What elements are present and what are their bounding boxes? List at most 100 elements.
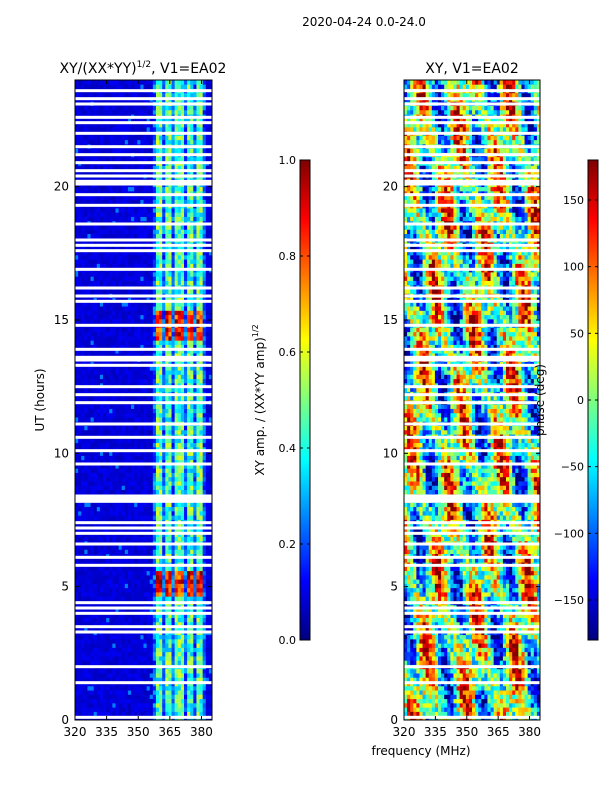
heatmap-cell [137, 502, 141, 508]
heatmap-cell [131, 643, 135, 648]
heatmap-cell [78, 459, 82, 465]
heatmap-cell [187, 596, 191, 601]
heatmap-cell [202, 711, 207, 717]
heatmap-cell [90, 370, 95, 375]
heatmap-cell [174, 254, 179, 260]
heatmap-cell [99, 272, 104, 277]
heatmap-cell [190, 621, 194, 627]
heatmap-cell [124, 395, 129, 401]
heatmap-cell [162, 660, 166, 665]
heatmap-cell [121, 365, 126, 371]
heatmap-cell [78, 574, 82, 580]
heatmap-cell [131, 468, 135, 473]
heatmap-cell [93, 459, 98, 465]
heatmap-cell [75, 365, 79, 371]
heatmap-cell [115, 626, 119, 631]
heatmap-cell [159, 707, 163, 712]
heatmap-cell [137, 327, 141, 333]
heatmap-cell [205, 523, 210, 529]
heatmap-cell [187, 545, 191, 550]
heatmap-cell [115, 378, 119, 384]
heatmap-cell [208, 651, 213, 657]
heatmap-cell [171, 387, 176, 392]
heatmap-cell [196, 613, 200, 618]
heatmap-cell [93, 340, 98, 345]
heatmap-cell [131, 485, 135, 490]
heatmap-cell [96, 476, 101, 482]
heatmap-cell [127, 609, 132, 614]
heatmap-cell [146, 301, 151, 307]
heatmap-cell [93, 489, 98, 495]
heatmap-cell [134, 647, 138, 653]
heatmap-cell [93, 596, 98, 601]
heatmap-cell [202, 417, 207, 422]
heatmap-cell [180, 348, 185, 354]
heatmap-cell [149, 331, 154, 337]
heatmap-cell [155, 442, 160, 448]
heatmap-cell [103, 481, 107, 486]
heatmap-cell [78, 592, 82, 597]
heatmap-cell [103, 365, 107, 371]
heatmap-cell [99, 592, 104, 597]
heatmap-cell [165, 455, 169, 461]
heatmap-cell [205, 651, 210, 657]
heatmap-cell [106, 673, 110, 678]
heatmap-cell [190, 387, 194, 392]
heatmap-cell [121, 336, 126, 341]
heatmap-cell [159, 442, 163, 448]
heatmap-cell [174, 327, 179, 333]
heatmap-cell [118, 331, 123, 337]
heatmap-cell [127, 246, 132, 252]
heatmap-cell [146, 276, 151, 281]
heatmap-cell [165, 468, 169, 473]
heatmap-cell [193, 306, 197, 311]
heatmap-cell [171, 327, 176, 333]
heatmap-cell [162, 656, 166, 661]
heatmap-cell [168, 651, 172, 657]
heatmap-cell [99, 566, 104, 572]
heatmap-cell [131, 353, 135, 358]
heatmap-cell [134, 272, 138, 277]
heatmap-cell [118, 643, 123, 648]
heatmap-cell [205, 412, 210, 418]
heatmap-cell [177, 280, 182, 286]
heatmap-cell [155, 327, 160, 333]
heatmap-cell [208, 408, 213, 414]
heatmap-cell [78, 677, 82, 682]
heatmap-cell [193, 404, 197, 409]
heatmap-cell [87, 378, 91, 384]
heatmap-cell [205, 596, 210, 601]
heatmap-cell [168, 370, 172, 375]
heatmap-cell [118, 592, 123, 597]
heatmap-cell [93, 668, 98, 674]
heatmap-cell [146, 306, 151, 311]
heatmap-cell [165, 276, 169, 281]
heatmap-cell [81, 378, 85, 384]
heatmap-cell [149, 549, 154, 554]
heatmap-cell [137, 370, 141, 375]
heatmap-cell [84, 438, 88, 444]
heatmap-cell [143, 429, 148, 435]
heatmap-cell [99, 472, 104, 478]
heatmap-cell [208, 677, 213, 682]
heatmap-cell [87, 528, 91, 533]
heatmap-cell [109, 677, 113, 682]
heatmap-cell [103, 318, 107, 324]
heatmap-cell [190, 250, 194, 256]
heatmap-cell [90, 314, 95, 320]
heatmap-cell [199, 340, 204, 345]
heatmap-cell [208, 314, 213, 320]
heatmap-cell [205, 574, 210, 580]
heatmap-cell [146, 412, 151, 418]
heatmap-cell [177, 455, 182, 461]
heatmap-cell [99, 468, 104, 473]
heatmap-cell [115, 702, 119, 708]
heatmap-cell [162, 528, 166, 533]
heatmap-cell [93, 344, 98, 350]
heatmap-cell [165, 246, 169, 252]
heatmap-cell [78, 596, 82, 601]
heatmap-cell [112, 694, 116, 700]
heatmap-cell [196, 468, 200, 473]
heatmap-cell [121, 549, 126, 554]
heatmap-cell [199, 464, 204, 469]
